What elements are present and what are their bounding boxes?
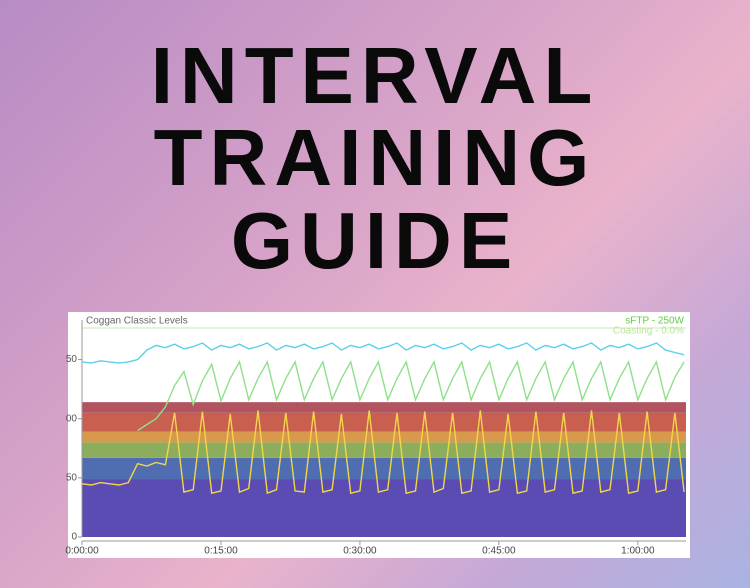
zone-band: [82, 442, 686, 458]
zone-band: [82, 457, 686, 480]
annotation: sFTP - 250W: [625, 316, 684, 327]
series-line: [81, 342, 685, 364]
y-tick-label: 00: [66, 413, 78, 424]
title-line: INTERVAL: [150, 31, 600, 120]
title-line: TRAINING: [153, 113, 597, 202]
annotation: Coasting - 0.0%: [613, 326, 684, 337]
y-tick-label: 50: [66, 472, 78, 483]
x-tick-label: 0:15:00: [204, 546, 238, 557]
chart-title: Coggan Classic Levels: [86, 316, 188, 327]
zone-band: [82, 479, 686, 537]
y-tick-label: 0: [71, 532, 77, 543]
x-tick-label: 0:30:00: [343, 546, 377, 557]
zone-band: [82, 431, 686, 443]
series-line: [137, 359, 685, 432]
x-tick-label: 0:00:00: [65, 546, 99, 557]
zone-band: [82, 402, 686, 413]
title-line: GUIDE: [230, 196, 520, 285]
y-tick-label: 50: [66, 354, 78, 365]
x-tick-label: 0:45:00: [482, 546, 516, 557]
x-tick-label: 1:00:00: [621, 546, 655, 557]
series-line: [81, 410, 685, 495]
